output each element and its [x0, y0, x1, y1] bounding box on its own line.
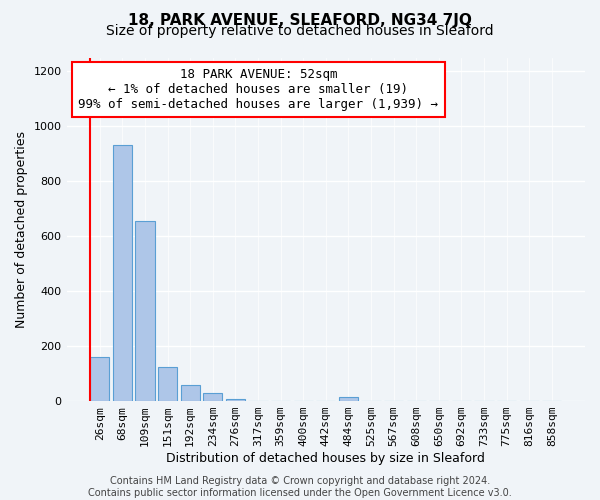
Bar — [181, 385, 200, 401]
Bar — [226, 399, 245, 401]
Bar — [203, 394, 223, 401]
Bar — [113, 146, 132, 401]
X-axis label: Distribution of detached houses by size in Sleaford: Distribution of detached houses by size … — [166, 452, 485, 465]
Bar — [158, 366, 177, 401]
Bar — [90, 357, 109, 401]
Y-axis label: Number of detached properties: Number of detached properties — [15, 131, 28, 328]
Text: 18, PARK AVENUE, SLEAFORD, NG34 7JQ: 18, PARK AVENUE, SLEAFORD, NG34 7JQ — [128, 12, 472, 28]
Bar — [136, 221, 155, 401]
Bar — [339, 397, 358, 401]
Text: Contains HM Land Registry data © Crown copyright and database right 2024.
Contai: Contains HM Land Registry data © Crown c… — [88, 476, 512, 498]
Text: Size of property relative to detached houses in Sleaford: Size of property relative to detached ho… — [106, 24, 494, 38]
Text: 18 PARK AVENUE: 52sqm
← 1% of detached houses are smaller (19)
99% of semi-detac: 18 PARK AVENUE: 52sqm ← 1% of detached h… — [79, 68, 439, 111]
